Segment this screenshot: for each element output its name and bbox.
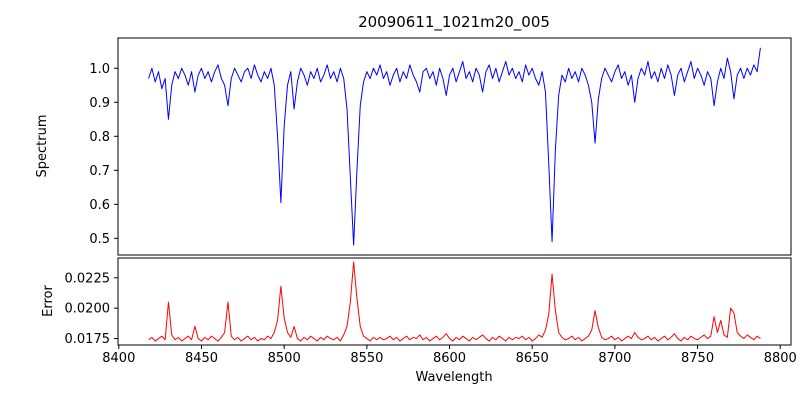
x-tick-label: 8500 [268,351,301,366]
y-tick-label: 0.7 [89,164,110,179]
y-axis-label-error: Error [41,285,56,317]
x-tick-label: 8450 [185,351,218,366]
x-tick-label: 8400 [102,351,135,366]
y-tick-label: 0.0225 [65,271,111,286]
y-tick-label: 0.9 [89,96,110,111]
y-tick-label: 0.5 [89,232,110,247]
y-axis-label-spectrum: Spectrum [35,115,50,178]
x-tick-label: 8800 [764,351,797,366]
chart-title: 20090611_1021m20_005 [358,13,550,32]
x-tick-label: 8550 [350,351,383,366]
error-series-line [148,261,761,342]
y-tick-label: 0.0200 [65,302,111,317]
spectrum-panel: 0.5 0.6 0.7 0.8 0.9 1.0 [89,37,792,256]
y-tick-label: 0.6 [89,198,110,213]
x-tick-label: 8600 [433,351,466,366]
y-tick-label: 1.0 [89,62,110,77]
y-tick-label: 0.8 [89,130,110,145]
x-tick-label: 8700 [598,351,631,366]
y-tick-label: 0.0175 [65,332,111,347]
error-panel: 0.0175 0.0200 0.0225 8400 8450 8500 8550 8600 86… [65,257,797,366]
spectrum-series-line [148,47,761,246]
x-tick-label: 8750 [681,351,714,366]
x-tick-label: 8650 [516,351,549,366]
x-axis-label: Wavelength [415,370,492,385]
